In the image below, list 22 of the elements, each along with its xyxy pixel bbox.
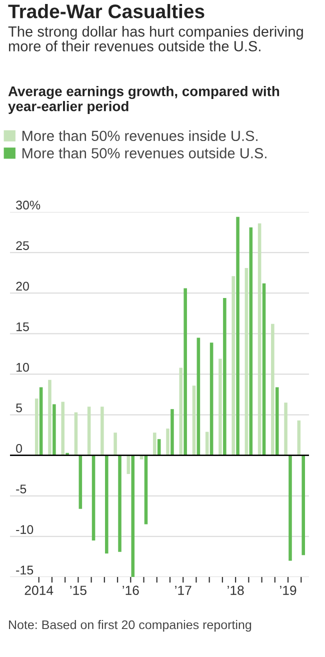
y-tick-label: -15 (16, 566, 34, 575)
text: Average earnings growth, compared with year-earlier period (8, 86, 280, 114)
x-tick-label: ’19 (280, 586, 296, 596)
text: Note: Based on first 20 companies reporting (9, 620, 252, 632)
chart-subtitle: The strong dollar has hurt companies deriving more of their revenues outside the U.S. (8, 26, 303, 52)
x-tick-label: ’15 (70, 586, 86, 596)
y-tick-label: 30% (16, 200, 40, 210)
chart-title: Trade-War Casualties (8, 4, 204, 18)
y-tick-label: 10 (16, 362, 29, 372)
legend-label: More than 50% revenues inside U.S. (22, 130, 258, 142)
y-tick-label: -10 (16, 525, 34, 534)
y-tick-label: 20 (16, 282, 29, 291)
y-tick-label: 15 (16, 322, 29, 332)
x-tick-label: ’18 (228, 586, 244, 596)
legend-label: More than 50% revenues outside U.S. (22, 148, 266, 158)
x-tick-label: ’16 (122, 586, 139, 596)
y-tick-label: -5 (16, 484, 26, 494)
y-tick-label: 0 (16, 444, 22, 453)
x-tick-label: ’17 (175, 586, 192, 595)
y-tick-label: 5 (16, 404, 22, 412)
x-tick-label: 2014 (24, 586, 54, 596)
y-tick-label: 25 (16, 241, 29, 250)
